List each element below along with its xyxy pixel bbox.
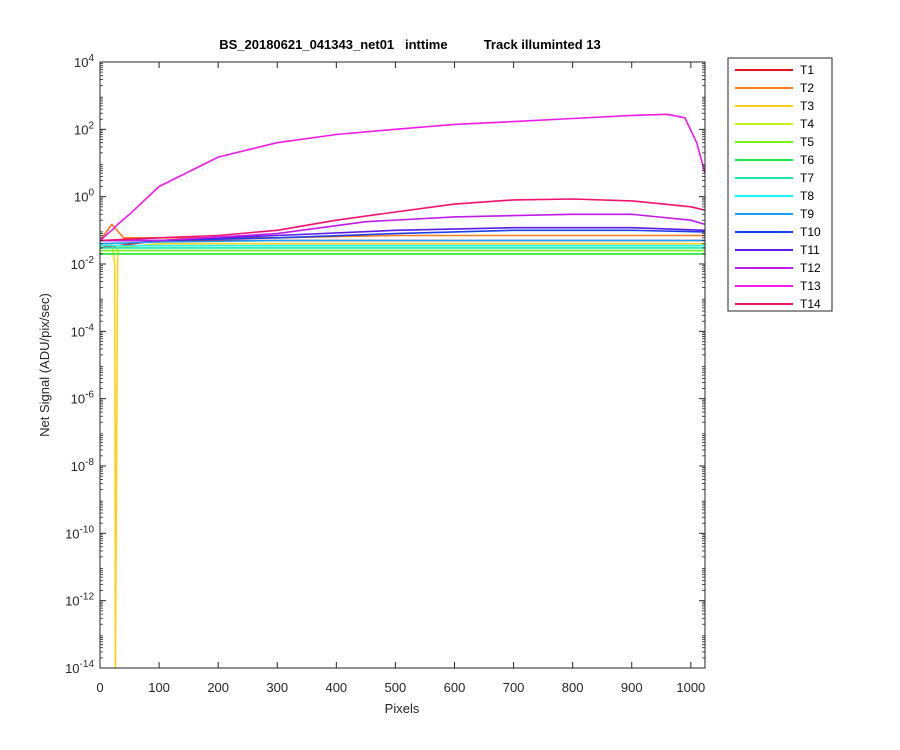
legend-label-t2: T2: [800, 81, 814, 95]
y-tick-label: 104: [74, 53, 94, 70]
y-tick-label: 10-14: [65, 659, 94, 676]
x-tick-label: 800: [562, 680, 584, 695]
x-tick-label: 900: [621, 680, 643, 695]
legend-label-t8: T8: [800, 189, 814, 203]
series-line-t12: [100, 213, 706, 242]
x-tick-label: 200: [207, 680, 229, 695]
legend-label-t1: T1: [800, 63, 814, 77]
legend-label-t11: T11: [800, 243, 820, 257]
legend-label-t3: T3: [800, 99, 814, 113]
legend-label-t6: T6: [800, 153, 814, 167]
y-tick-label: 10-6: [71, 390, 95, 407]
legend-label-t14: T14: [800, 297, 821, 311]
y-axis: 104 102 100 10-2 10-4 10-6 10-8 10-10 10-12 10-14: [65, 53, 705, 676]
legend[interactable]: T1 T2 T3 T4 T5 T6 T7 T8 T9 T10 T11 T12 T13 T14: [727, 57, 833, 312]
legend-label-t9: T9: [800, 207, 814, 221]
x-tick-label: 600: [444, 680, 466, 695]
chart-title: BS_20180621_041343_net01 inttime Track i…: [219, 37, 601, 52]
legend-label-t12: T12: [800, 261, 821, 275]
y-tick-label: 10-10: [65, 524, 94, 541]
series-line-t14: [99, 198, 706, 242]
y-tick-label: 10-12: [65, 592, 94, 609]
series-line-t3: [100, 242, 705, 669]
legend-label-t5: T5: [800, 135, 814, 149]
legend-label-t13: T13: [800, 279, 821, 293]
x-tick-label: 400: [325, 680, 347, 695]
series-line-t13: [99, 113, 706, 242]
series-layer: [99, 113, 706, 669]
plot-area: [100, 62, 705, 668]
y-tick-label: 10-8: [71, 457, 95, 474]
y-tick-label: 10-2: [71, 255, 95, 272]
x-tick-label: 1000: [676, 680, 705, 695]
x-tick-label: 0: [96, 680, 103, 695]
legend-label-t4: T4: [800, 117, 814, 131]
x-tick-label: 500: [385, 680, 407, 695]
x-axis: 0 100 200 300 400 500 600 700 800 900 1000: [96, 62, 705, 695]
y-tick-label: 10-4: [71, 322, 95, 339]
x-tick-label: 700: [503, 680, 525, 695]
y-tick-label: 100: [74, 188, 94, 205]
series-line-t9: [99, 239, 705, 245]
legend-label-t7: T7: [800, 171, 814, 185]
x-tick-label: 300: [266, 680, 288, 695]
x-tick-label: 100: [148, 680, 170, 695]
y-axis-label: Net Signal (ADU/pix/sec): [37, 293, 52, 437]
x-axis-label: Pixels: [385, 701, 420, 716]
legend-label-t10: T10: [800, 225, 821, 239]
plot-box: [99, 61, 706, 669]
y-tick-label: 102: [74, 120, 94, 137]
